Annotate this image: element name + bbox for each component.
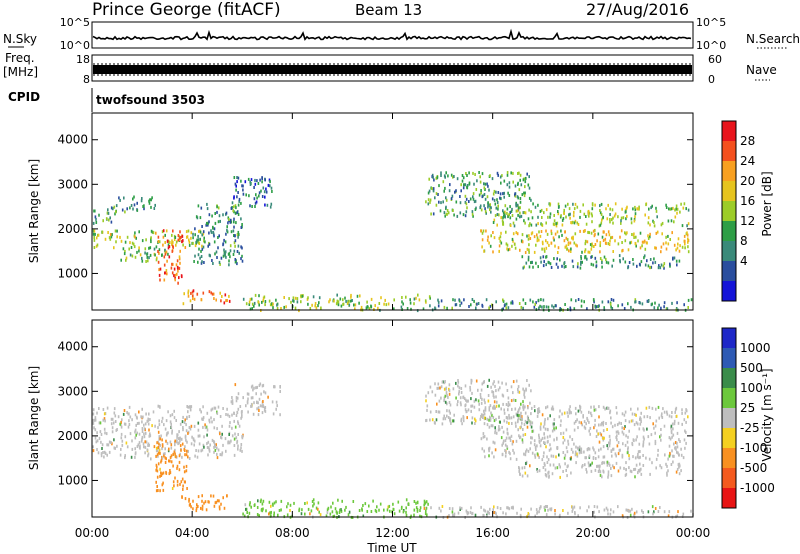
colorbar-swatch [722, 488, 736, 509]
range-tick-label: 2000 [57, 429, 88, 443]
colorbar-tick-label: 8 [740, 234, 748, 248]
power-panel-frame [91, 112, 694, 311]
freq-strip-frame [91, 54, 694, 82]
colorbar-tick-label: 12 [740, 214, 755, 228]
power-colorbar: 28 24 20 16 12 8 4 [721, 120, 755, 302]
colorbar-tick-label: 100 [740, 381, 763, 395]
colorbar-swatch [722, 201, 736, 222]
noise-trace [92, 28, 692, 41]
power-scatter [92, 171, 693, 313]
cpid-value: twofsound 3503 [96, 93, 205, 107]
colorbar-swatch [722, 448, 736, 469]
cpid-label: CPID [8, 90, 40, 104]
freq-unit-label: [MHz] [3, 65, 38, 79]
velocity-scatter [92, 378, 694, 519]
time-tick-label: 00:00 [676, 526, 711, 540]
range-tick-label: 1000 [57, 473, 88, 487]
date-label: 27/Aug/2016 [586, 0, 689, 19]
nsky-tick-bottom: 10^0 [60, 39, 90, 52]
station-title: Prince George (fitACF) [92, 0, 281, 20]
colorbar-tick-label: 1000 [740, 341, 771, 355]
colorbar-tick-label: 500 [740, 361, 763, 375]
colorbar-tick-label: -25 [740, 421, 760, 435]
colorbar-swatch [722, 121, 736, 142]
colorbar-swatch [722, 221, 736, 242]
colorbar-swatch [722, 161, 736, 182]
colorbar-swatch [722, 408, 736, 429]
colorbar-swatch [722, 261, 736, 282]
colorbar-tick-label: 4 [740, 254, 748, 268]
colorbar-tick-label: 16 [740, 194, 755, 208]
nsky-tick-top: 10^5 [60, 16, 90, 29]
nsearch-label: N.Search [746, 32, 800, 46]
freq-tick-bottom: 8 [83, 73, 90, 86]
colorbar-tick-label: -1000 [740, 481, 775, 495]
velocity-colorbar: 1000 500 100 25 -25 -100 -500 -1000 [721, 327, 775, 509]
time-tick-label: 00:00 [75, 526, 110, 540]
noise-strip-frame [91, 21, 694, 49]
colorbar-swatch [722, 348, 736, 369]
power-axes: 4000 3000 2000 1000 [57, 113, 694, 310]
colorbar-swatch [722, 241, 736, 262]
velocity-panel-frame [91, 319, 694, 518]
freq-tick-top: 18 [76, 53, 90, 66]
nsearch-tick-bottom: 10^0 [696, 39, 726, 52]
colorbar-swatch [722, 368, 736, 389]
beam-label: Beam 13 [355, 1, 422, 19]
colorbar-tick-label: 20 [740, 174, 755, 188]
colorbar-swatch [722, 388, 736, 409]
range-tick-label: 1000 [57, 266, 88, 280]
nave-tick-top: 60 [708, 53, 722, 66]
time-tick-label: 04:00 [175, 526, 210, 540]
power-ylabel: Slant Range [km] [27, 159, 41, 263]
velocity-axes: 4000 3000 2000 1000 [57, 320, 694, 517]
colorbar-tick-label: 28 [740, 134, 755, 148]
freq-band [93, 65, 692, 74]
colorbar-tick-label: -500 [740, 461, 767, 475]
time-axis-label: Time UT [366, 541, 417, 554]
colorbar-swatch [722, 181, 736, 202]
freq-label: Freq. [5, 51, 35, 65]
colorbar-swatch [722, 281, 736, 302]
range-tick-label: 4000 [57, 340, 88, 354]
nave-label: Nave [746, 63, 777, 77]
range-tick-label: 3000 [57, 177, 88, 191]
nsearch-tick-top: 10^5 [696, 16, 726, 29]
colorbar-swatch [722, 328, 736, 349]
nsky-label: N.Sky [3, 32, 37, 46]
freq-hatching [93, 63, 691, 76]
velocity-ylabel: Slant Range [km] [27, 366, 41, 470]
time-axis: 00:00 04:00 08:00 12:00 16:00 20:00 00:00 [75, 526, 711, 540]
colorbar-tick-label: 24 [740, 154, 755, 168]
colorbar-tick-label: 25 [740, 401, 755, 415]
colorbar-swatch [722, 141, 736, 162]
nave-tick-bottom: 0 [708, 73, 715, 86]
time-tick-label: 08:00 [275, 526, 310, 540]
colorbar-tick-label: -100 [740, 441, 767, 455]
velocity-colorbar-label: Velocity [m s⁻¹] [760, 368, 774, 461]
time-tick-label: 16:00 [475, 526, 510, 540]
time-tick-label: 12:00 [375, 526, 410, 540]
time-tick-label: 20:00 [576, 526, 611, 540]
range-tick-label: 4000 [57, 133, 88, 147]
range-tick-label: 2000 [57, 222, 88, 236]
power-colorbar-label: Power [dB] [760, 171, 774, 236]
range-tick-label: 3000 [57, 384, 88, 398]
colorbar-swatch [722, 428, 736, 449]
colorbar-swatch [722, 468, 736, 489]
